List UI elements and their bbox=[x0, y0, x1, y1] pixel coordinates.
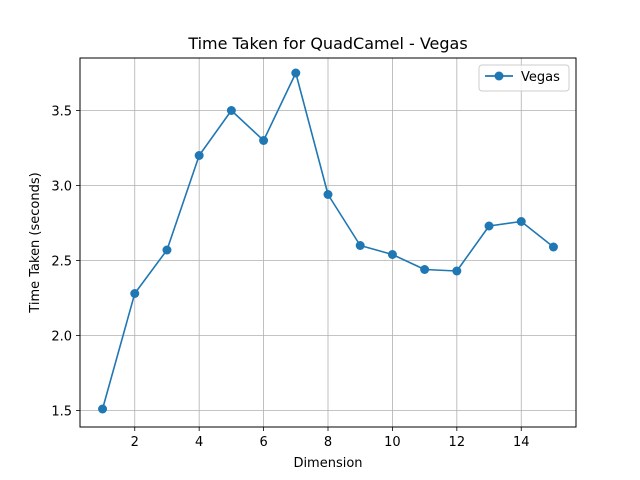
x-tick-label: 10 bbox=[384, 435, 401, 450]
legend-marker-vegas bbox=[494, 71, 504, 81]
data-point bbox=[516, 217, 526, 226]
legend-box bbox=[478, 64, 570, 92]
data-point bbox=[420, 265, 430, 274]
data-point bbox=[259, 136, 269, 145]
data-point bbox=[323, 190, 333, 199]
x-tick-label: 14 bbox=[513, 435, 530, 450]
x-tick-label: 12 bbox=[449, 435, 466, 450]
data-point bbox=[194, 151, 204, 160]
data-point bbox=[387, 250, 397, 259]
data-point bbox=[162, 245, 172, 255]
grid-lines bbox=[80, 58, 576, 427]
data-point bbox=[130, 289, 140, 298]
y-tick-label: 2.5 bbox=[51, 255, 72, 270]
series-layer bbox=[98, 68, 558, 414]
data-point bbox=[452, 266, 462, 276]
y-tick-label: 2.0 bbox=[51, 330, 72, 345]
legend: Vegas bbox=[478, 64, 570, 92]
data-point bbox=[484, 221, 494, 231]
data-point bbox=[226, 106, 236, 115]
chart-title: Time Taken for QuadCamel - Vegas bbox=[187, 34, 467, 53]
y-tick-label: 1.5 bbox=[51, 405, 72, 420]
y-axis: 1.5 2.0 2.5 3.0 3.5 bbox=[51, 105, 80, 420]
data-point bbox=[548, 242, 558, 252]
x-tick-label: 2 bbox=[131, 435, 139, 450]
y-axis-label: Time Taken (seconds) bbox=[28, 172, 43, 313]
data-point bbox=[98, 404, 108, 414]
legend-label-vegas: Vegas bbox=[521, 70, 560, 85]
data-point bbox=[355, 241, 365, 250]
x-tick-label: 8 bbox=[324, 435, 332, 450]
x-axis: 2 4 6 8 10 12 14 bbox=[131, 427, 530, 450]
x-tick-label: 6 bbox=[259, 435, 267, 450]
y-tick-label: 3.5 bbox=[51, 105, 72, 120]
y-tick-label: 3.0 bbox=[51, 180, 72, 195]
x-axis-label: Dimension bbox=[293, 456, 362, 471]
x-tick-label: 4 bbox=[195, 435, 203, 450]
data-point bbox=[291, 68, 301, 78]
